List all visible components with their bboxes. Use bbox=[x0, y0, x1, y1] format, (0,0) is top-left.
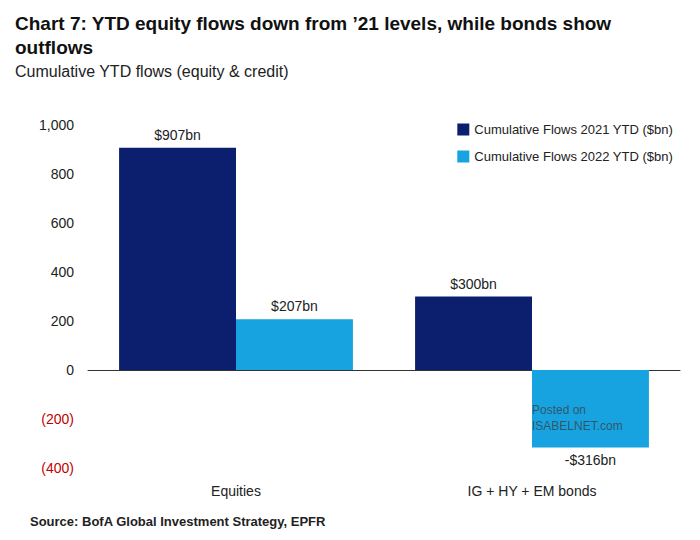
svg-text:600: 600 bbox=[51, 215, 75, 231]
svg-text:-$316bn: -$316bn bbox=[565, 452, 616, 468]
svg-text:outflows: outflows bbox=[15, 37, 93, 58]
svg-text:Source: BofA Global Investment: Source: BofA Global Investment Strategy,… bbox=[30, 514, 326, 529]
svg-text:$300bn: $300bn bbox=[450, 276, 497, 292]
svg-text:(200): (200) bbox=[41, 411, 74, 427]
svg-text:$207bn: $207bn bbox=[271, 298, 318, 314]
svg-text:800: 800 bbox=[51, 166, 75, 182]
svg-text:1,000: 1,000 bbox=[39, 117, 74, 133]
svg-text:ISABELNET.com: ISABELNET.com bbox=[532, 419, 623, 433]
svg-text:Cumulative Flows 2021 YTD ($bn: Cumulative Flows 2021 YTD ($bn) bbox=[474, 122, 672, 137]
svg-text:400: 400 bbox=[51, 264, 75, 280]
svg-text:200: 200 bbox=[51, 313, 75, 329]
svg-text:(400): (400) bbox=[41, 460, 74, 476]
svg-text:Cumulative Flows 2022 YTD ($bn: Cumulative Flows 2022 YTD ($bn) bbox=[474, 149, 672, 164]
svg-text:Chart 7: YTD equity flows down: Chart 7: YTD equity flows down from ’21 … bbox=[15, 13, 616, 34]
svg-text:$907bn: $907bn bbox=[154, 127, 201, 143]
svg-text:IG + HY + EM bonds: IG + HY + EM bonds bbox=[468, 483, 597, 499]
svg-text:Cumulative YTD flows (equity &: Cumulative YTD flows (equity & credit) bbox=[15, 63, 289, 80]
svg-text:0: 0 bbox=[66, 362, 74, 378]
svg-text:Posted on: Posted on bbox=[532, 403, 589, 417]
svg-text:Equities: Equities bbox=[211, 483, 261, 499]
